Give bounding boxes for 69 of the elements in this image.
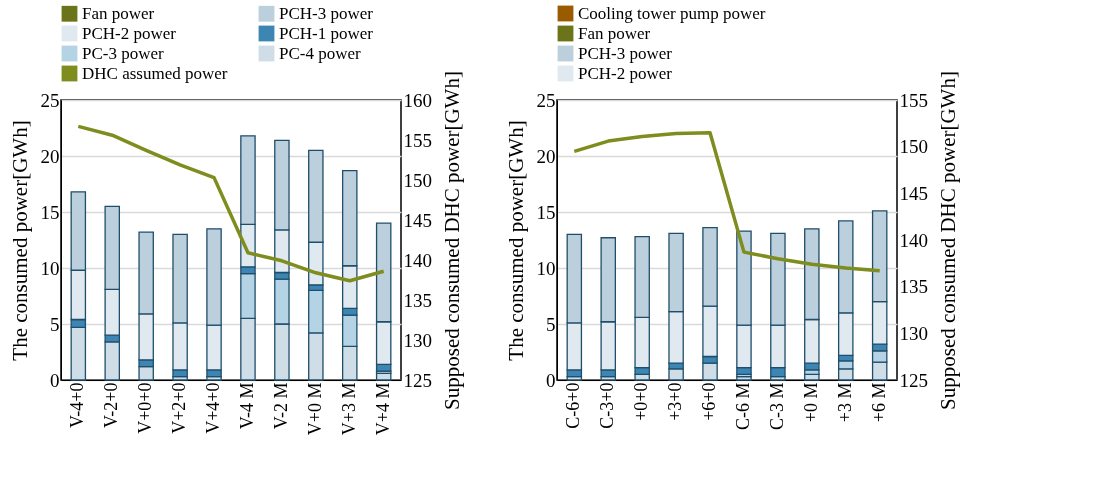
bar	[668, 368, 684, 381]
legend-label: PCH-3 power	[578, 43, 673, 63]
y2-tick-label: 150	[403, 169, 432, 191]
x-tick-label: C-3+0	[597, 382, 618, 429]
x-tick-label: V-4+0	[67, 382, 88, 428]
y-tick-label: 15	[536, 201, 556, 223]
bar	[172, 375, 188, 381]
x-tick-label: V+4 M	[372, 382, 393, 436]
y2-tick-label: 130	[899, 322, 928, 344]
x-tick-label: V-2 M	[270, 382, 291, 430]
y2-tick-label: 155	[899, 89, 928, 111]
x-tick-label: V+4+0	[203, 382, 224, 434]
x-tick-label: +6+0	[699, 382, 720, 421]
y2-tick-label: 145	[899, 182, 928, 204]
legend-label: PCH-1 power	[279, 23, 374, 43]
y-tick-label: 5	[546, 313, 556, 335]
legend-label: Cooling tower pump power	[578, 3, 766, 23]
legend-label: PCH-2 power	[578, 63, 673, 83]
y2-tick-label: 160	[403, 89, 432, 111]
y-tick-label: 25	[536, 89, 556, 111]
y-tick-label: 0	[50, 369, 60, 391]
x-tick-label: V+0 M	[304, 382, 325, 436]
y-axis-title: The consumed power[GWh]	[7, 120, 32, 361]
legend-label: PCH-3 power	[279, 3, 374, 23]
bar	[804, 373, 820, 381]
x-tick-label: V-4 M	[236, 382, 257, 430]
legend-label: Fan power	[578, 23, 651, 43]
y2-tick-label: 140	[899, 229, 928, 251]
y2-tick-label: 135	[403, 289, 432, 311]
bar	[600, 375, 617, 381]
x-tick-label: V+0+0	[135, 382, 156, 434]
y2-tick-label: 135	[899, 276, 928, 298]
x-tick-label: +0+0	[631, 382, 652, 421]
y-tick-label: 20	[40, 145, 60, 167]
x-tick-label: +3 M	[834, 382, 855, 423]
x-tick-label: V+2+0	[169, 382, 190, 434]
y-tick-label: 5	[50, 313, 60, 335]
y-tick-label: 10	[40, 257, 60, 279]
line-series	[572, 130, 882, 273]
x-tick-label: V+3 M	[338, 382, 359, 436]
x-tick-label: V-2+0	[101, 382, 122, 428]
x-tick-label: +0 M	[800, 382, 821, 423]
legend-label: DHC assumed power	[82, 63, 228, 83]
legend-label: Fan power	[82, 3, 155, 23]
line-series	[76, 124, 386, 283]
y-tick-label: 25	[40, 89, 60, 111]
legend-label: PC-3 power	[82, 43, 165, 63]
y-tick-label: 20	[536, 145, 556, 167]
x-tick-label: C-6+0	[563, 382, 584, 429]
bar	[206, 375, 222, 381]
y2-tick-label: 140	[403, 249, 432, 271]
x-tick-label: +6 M	[868, 382, 889, 423]
y-tick-label: 10	[536, 257, 556, 279]
x-tick-label: +3+0	[665, 382, 686, 421]
y2-tick-label: 145	[403, 209, 432, 231]
y-axis-title: The consumed power[GWh]	[503, 120, 528, 361]
y2-tick-label: 125	[403, 369, 432, 391]
y-tick-label: 0	[546, 369, 556, 391]
y2-tick-label: 150	[899, 136, 928, 158]
y-tick-label: 15	[40, 201, 60, 223]
y2-tick-label: 125	[899, 369, 928, 391]
y2-tick-label: 155	[403, 129, 432, 151]
y2-tick-label: 130	[403, 329, 432, 351]
y2-axis-title: Supposed consumed DHC power[GWh]	[440, 71, 464, 410]
legend-label: PC-4 power	[279, 43, 362, 63]
legend-label: PCH-2 power	[82, 23, 177, 43]
x-tick-label: C-6 M	[732, 382, 753, 431]
y2-axis-title: Supposed consumed DHC power[GWh]	[936, 71, 960, 410]
x-tick-label: C-3 M	[766, 382, 787, 431]
